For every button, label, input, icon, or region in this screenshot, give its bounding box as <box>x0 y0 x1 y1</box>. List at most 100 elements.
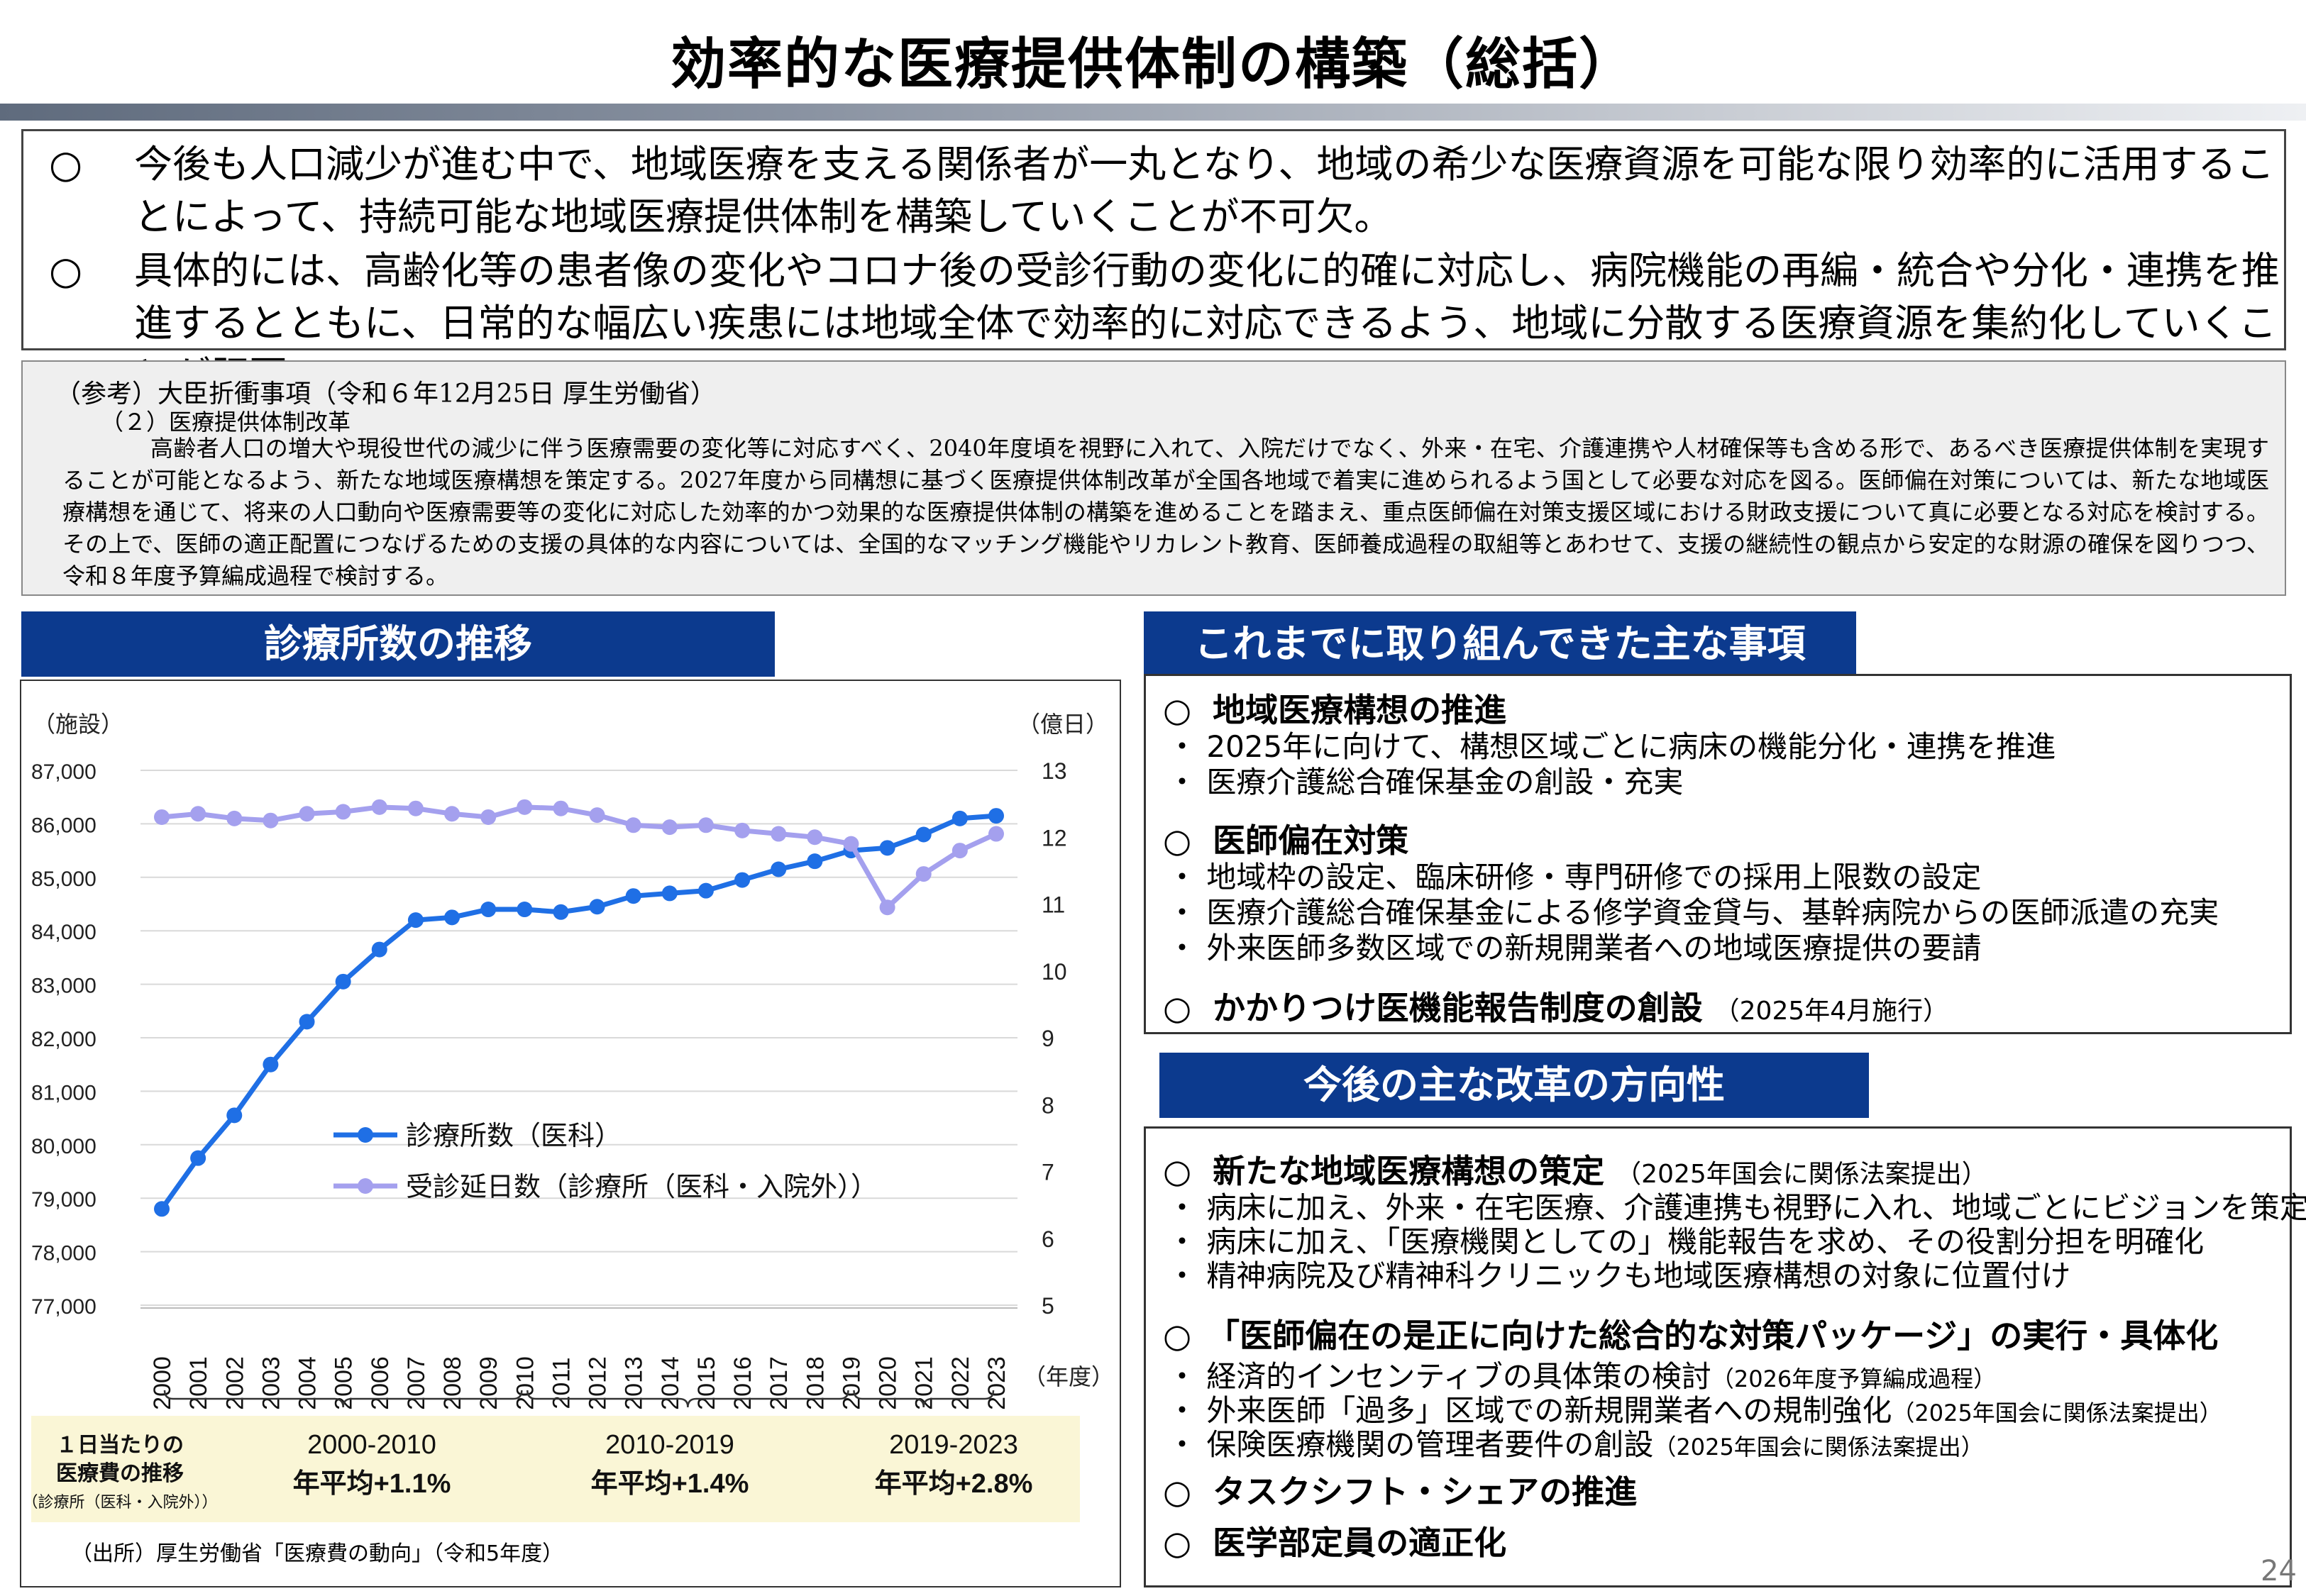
series-line <box>161 804 998 911</box>
data-point <box>553 904 569 920</box>
y-left-tick-label: 79,000 <box>31 1188 96 1212</box>
data-point <box>226 1107 243 1124</box>
reform-bullet: ・ 経済的インセンティブの具体策の検討（2026年度予算編成過程） <box>1167 1353 1996 1396</box>
initiative-item-title: ○ 地域医療構想の推進 <box>1163 685 1506 731</box>
period-average-box: １日当たりの 医療費の推移 （診療所（医科・入院外）） 2000-2010 年平… <box>22 1416 1080 1522</box>
x-tick-label: 2013 <box>621 1356 648 1410</box>
y-left-tick-label: 86,000 <box>31 814 96 837</box>
x-tick-label: 2020 <box>875 1356 902 1410</box>
reform-bullet: ・ 精神病院及び精神科クリニックも地域医療構想の対象に位置付け <box>1167 1258 2071 1293</box>
reference-body: 高齢者人口の増大や現役世代の減少に伴う医療需要の変化等に対応すべく、2040年度… <box>62 435 2269 589</box>
data-point <box>734 822 751 838</box>
data-point <box>771 826 787 842</box>
period-value: 年平均+1.1% <box>292 1469 451 1499</box>
circle-bullet: ○ <box>1163 821 1192 860</box>
period-value: 年平均+2.8% <box>874 1469 1033 1499</box>
initiative-title-note: （2025年4月施行） <box>1714 997 1949 1026</box>
data-point <box>771 861 787 877</box>
data-point <box>988 808 1004 824</box>
reform-bullet-text: ・ 保険医療機関の管理者要件の創設 <box>1167 1427 1654 1462</box>
circle-bullet: ○ <box>49 142 83 187</box>
summary-text: 今後も人口減少が進む中で、地域医療を支える関係者が一丸となり、地域の希少な医療資… <box>134 142 2275 239</box>
y-right-tick-label: 9 <box>1042 1026 1054 1051</box>
data-point <box>734 872 751 888</box>
y-left-tick-label: 81,000 <box>31 1081 96 1104</box>
x-tick-label: 2010 <box>512 1356 539 1410</box>
x-tick-label: 2017 <box>766 1356 793 1410</box>
reform-title-text: 「医師偏在の是正に向けた総合的な対策パッケージ」の実行・具体化 <box>1207 1317 2219 1355</box>
data-point <box>807 853 823 870</box>
reform-bullet: ・ 病床に加え、「医療機関としての」機能報告を求め、その役割分担を明確化 <box>1167 1224 2205 1259</box>
data-point <box>988 826 1004 842</box>
period-value: 年平均+1.4% <box>590 1469 749 1499</box>
data-point <box>263 1056 279 1073</box>
legend-label: 診療所数（医科） <box>406 1121 622 1151</box>
reform-item-title: ○ 医学部定員の適正化 <box>1163 1517 1506 1564</box>
data-point <box>661 885 678 902</box>
x-tick-label: 2002 <box>221 1356 248 1410</box>
data-point <box>299 1014 315 1030</box>
x-tick-label: 2011 <box>548 1357 575 1409</box>
initiative-title-text: かかりつけ医機能報告制度の創設 <box>1213 989 1703 1027</box>
x-tick-label: 2015 <box>693 1356 720 1410</box>
period-note: （診療所（医科・入院外）） <box>22 1494 218 1512</box>
y-left-tick-label: 85,000 <box>31 868 96 891</box>
data-point <box>697 882 714 899</box>
data-point <box>625 888 641 904</box>
initiative-title-text: 地域医療構想の推進 <box>1213 691 1507 729</box>
page-title: 効率的な医療提供体制の構築（総括） <box>670 33 1635 96</box>
reform-title-text: 新たな地域医療構想の策定 <box>1213 1152 1605 1190</box>
past-initiatives-header: これまでに取り組んできた主な事項 <box>1144 611 1856 677</box>
future-reforms-box: ○ 新たな地域医療構想の策定 （2025年国会に関係法案提出） ・ 病床に加え、… <box>1144 1126 2306 1587</box>
page-number: 24 <box>2261 1555 2297 1587</box>
y-left-tick-label: 84,000 <box>31 921 96 944</box>
data-point <box>625 817 641 833</box>
data-point <box>407 912 424 929</box>
y-left-tick-label: 87,000 <box>31 760 96 784</box>
clinic-count-chart: 87,000 86,000 85,000 84,000 83,000 82,000 81,0… <box>31 711 1114 1410</box>
data-point <box>154 809 170 825</box>
data-point <box>444 806 460 822</box>
data-point <box>299 806 315 822</box>
y-left-tick-label: 77,000 <box>31 1295 96 1319</box>
y-right-tick-label: 13 <box>1042 758 1067 784</box>
data-point <box>335 804 351 820</box>
summary-box: ○ 今後も人口減少が進む中で、地域医療を支える関係者が一丸となり、地域の希少な医… <box>21 129 2286 398</box>
reform-title-text: 医学部定員の適正化 <box>1213 1524 1507 1562</box>
initiative-item-title: ○ 医師偏在対策 <box>1163 815 1408 862</box>
y-right-tick-label: 7 <box>1042 1160 1054 1185</box>
initiative-bullet: ・ 外来医師多数区域での新規開業者への地域医療提供の要請 <box>1167 931 1982 965</box>
future-reforms-header: 今後の主な改革の方向性 <box>1159 1053 1869 1118</box>
period-bracket <box>163 1390 523 1408</box>
x-tick-label: 2005 <box>331 1356 358 1410</box>
period-label: 2019-2023 <box>889 1430 1018 1460</box>
reference-subheading: （２）医療提供体制改革 <box>101 409 351 436</box>
x-tick-label: 2006 <box>367 1356 394 1410</box>
circle-bullet: ○ <box>1163 1317 1192 1355</box>
x-tick-label: 2004 <box>294 1356 321 1410</box>
x-tick-label: 2003 <box>258 1356 285 1410</box>
data-point <box>480 902 497 918</box>
initiative-bullet: ・ 医療介護総合確保基金の創設・充実 <box>1167 765 1684 799</box>
reform-bullet: ・ 外来医師「過多」区域での新規開業者への規制強化（2025年国会に関係法案提出… <box>1167 1387 2222 1430</box>
data-point <box>589 899 605 915</box>
legend-label: 受診延日数（診療所（医科・入院外）） <box>406 1173 878 1202</box>
title-underline-bar <box>0 104 2306 121</box>
data-point <box>371 941 387 958</box>
period-title-line1: １日当たりの <box>56 1433 184 1458</box>
y-left-tick-label: 82,000 <box>31 1028 96 1051</box>
past-initiatives-box: ○ 地域医療構想の推進 ・ 2025年に向けて、構想区域ごとに病床の機能分化・連… <box>1144 674 2292 1034</box>
reform-title-text: タスクシフト・シェアの推進 <box>1213 1473 1638 1511</box>
y-left-tick-label: 80,000 <box>31 1135 96 1158</box>
reform-item-title: ○ 「医師偏在の是正に向けた総合的な対策パッケージ」の実行・具体化 <box>1163 1310 2218 1357</box>
data-point <box>915 866 932 882</box>
initiative-title-text: 医師偏在対策 <box>1213 821 1409 860</box>
initiative-bullet: ・ 地域枠の設定、臨床研修・専門研修での採用上限数の設定 <box>1167 860 1982 894</box>
circle-bullet: ○ <box>1163 691 1192 729</box>
data-point <box>263 812 279 829</box>
data-point <box>915 826 932 843</box>
x-tick-label: 2012 <box>585 1356 612 1410</box>
reform-bullet: ・ 保険医療機関の管理者要件の創設（2025年国会に関係法案提出） <box>1167 1421 1984 1464</box>
x-tick-label: 2019 <box>838 1356 865 1410</box>
data-point <box>697 817 714 833</box>
